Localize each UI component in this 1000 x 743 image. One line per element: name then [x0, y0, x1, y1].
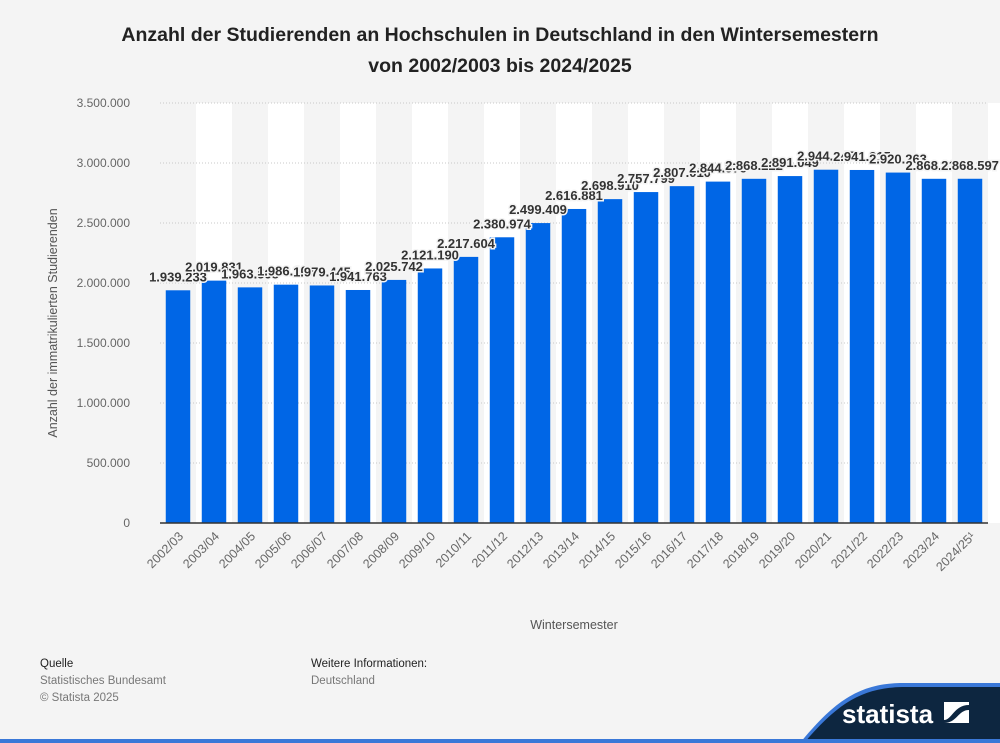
copyright: © Statista 2025 — [40, 692, 119, 704]
bar[interactable] — [201, 280, 227, 523]
info-value: Deutschland — [311, 675, 375, 687]
data-label: 2.698.910 — [581, 178, 639, 193]
bar[interactable] — [165, 290, 191, 523]
bar[interactable] — [633, 192, 659, 523]
bar[interactable] — [597, 199, 623, 523]
source-heading: Quelle — [40, 658, 74, 670]
data-label: 2.868.311 — [905, 158, 962, 173]
data-label: 2.019.831 — [185, 260, 243, 275]
y-tick-label: 500.000 — [87, 456, 131, 470]
info-heading: Weitere Informationen: — [311, 658, 428, 670]
column-band — [988, 103, 1000, 523]
bar[interactable] — [273, 284, 299, 523]
info-block: Weitere Informationen: Deutschland — [311, 656, 427, 690]
banner-background — [804, 687, 1000, 743]
y-tick-label: 1.000.000 — [77, 396, 131, 410]
data-label: 2.616.881 — [545, 188, 603, 203]
chart-title-line-1: Anzahl der Studierenden an Hochschulen i… — [121, 24, 879, 46]
data-label: 2.807.010 — [653, 165, 711, 180]
data-label: 2.891.049 — [761, 155, 819, 170]
bar[interactable] — [741, 178, 767, 523]
bar[interactable] — [669, 186, 695, 523]
data-label: 2.380.974 — [473, 216, 532, 231]
data-label: 2.217.604 — [437, 236, 496, 251]
bar[interactable] — [489, 237, 515, 523]
chart-title-line-2: von 2002/2003 bis 2024/2025 — [368, 55, 632, 77]
data-label: 2.944.145 — [797, 149, 855, 164]
statista-logo-icon — [944, 702, 969, 723]
data-label: 2.920.263 — [869, 152, 927, 167]
bar[interactable] — [561, 208, 587, 523]
data-label: 2.499.409 — [509, 202, 567, 217]
bar[interactable] — [777, 176, 803, 523]
data-label: 1.963.598 — [221, 266, 279, 281]
y-tick-label: 0 — [123, 516, 130, 530]
y-tick-label: 3.500.000 — [77, 96, 131, 110]
bar[interactable] — [453, 256, 479, 523]
bar[interactable] — [237, 287, 263, 523]
bar[interactable] — [849, 169, 875, 523]
bar[interactable] — [885, 172, 911, 524]
bottom-stripe — [0, 739, 1000, 743]
statista-logo-text[interactable]: statista — [842, 699, 934, 729]
data-label: 2.757.799 — [617, 171, 675, 186]
bar[interactable] — [705, 181, 731, 523]
data-label: 2.941.915 — [833, 149, 891, 164]
data-label: 1.986.106 — [257, 264, 315, 279]
data-label: 2.868.222 — [725, 158, 783, 173]
bar[interactable] — [525, 223, 551, 523]
y-tick-label: 2.000.000 — [77, 276, 131, 290]
data-label: 2.025.742 — [365, 259, 423, 274]
bar[interactable] — [417, 268, 443, 523]
chart-title: Anzahl der Studierenden an Hochschulen i… — [0, 20, 1000, 82]
x-axis-title: Wintersemester — [530, 618, 618, 632]
data-label: 1.941.763 — [329, 269, 387, 284]
data-label: 1.979.445 — [293, 264, 351, 279]
y-tick-label: 1.500.000 — [77, 336, 131, 350]
bar[interactable] — [813, 169, 839, 523]
bar[interactable] — [345, 289, 371, 523]
bar[interactable] — [957, 178, 983, 523]
source-block: Quelle Statistisches Bundesamt © Statist… — [40, 656, 166, 707]
source-value: Statistisches Bundesamt — [40, 675, 166, 687]
data-label: 2.121.190 — [401, 247, 459, 262]
y-tick-label: 2.500.000 — [77, 216, 131, 230]
data-label: 2.844.978 — [689, 161, 747, 176]
data-label: 1.939.233 — [149, 269, 207, 284]
bar[interactable] — [309, 285, 335, 523]
data-label: 2.868.597 — [941, 158, 999, 173]
bar[interactable] — [921, 178, 947, 523]
y-tick-label: 3.000.000 — [77, 156, 131, 170]
y-axis-title: Anzahl der immatrikulierten Studierenden — [46, 208, 60, 437]
bar[interactable] — [381, 279, 407, 523]
